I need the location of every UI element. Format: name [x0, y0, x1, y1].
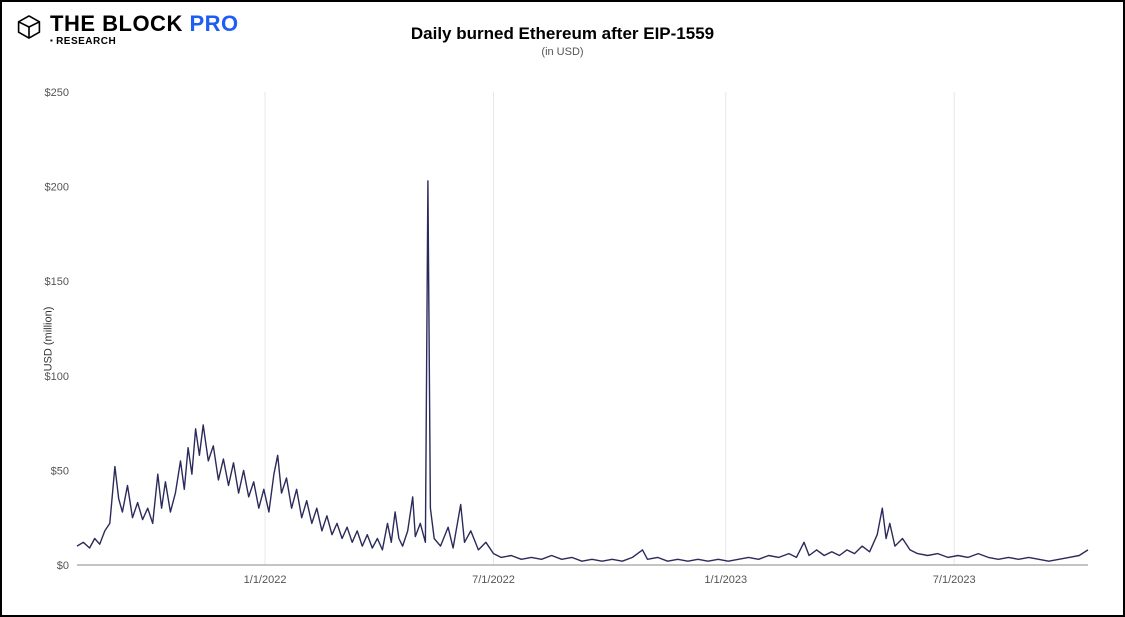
series-line — [77, 181, 1088, 561]
chart-title: Daily burned Ethereum after EIP-1559 — [2, 24, 1123, 44]
y-tick-label: $150 — [45, 276, 69, 288]
chart-subtitle: (in USD) — [2, 46, 1123, 58]
chart-svg: $0 $50 $100 $150 $200 $250 1/1/2022 7/1/2022 1/1… — [22, 82, 1103, 595]
y-tick-label: $100 — [45, 371, 69, 383]
chart-area: USD (million) $0 $50 $100 $150 $200 $250 1/1/2… — [22, 82, 1103, 595]
y-tick-label: $50 — [51, 465, 69, 477]
x-tick-label: 7/1/2022 — [472, 574, 515, 586]
x-tick-label: 7/1/2023 — [933, 574, 976, 586]
x-tick-label: 1/1/2023 — [704, 574, 747, 586]
y-tick-label: $0 — [57, 560, 69, 572]
x-tick-label: 1/1/2022 — [244, 574, 287, 586]
y-tick-label: $250 — [45, 87, 69, 99]
y-axis-label: USD (million) — [42, 306, 54, 371]
y-tick-label: $200 — [45, 182, 69, 194]
chart-titles: Daily burned Ethereum after EIP-1559 (in… — [2, 24, 1123, 58]
chart-frame: THE BLOCK PRO RESEARCH Daily burned Ethe… — [0, 0, 1125, 617]
